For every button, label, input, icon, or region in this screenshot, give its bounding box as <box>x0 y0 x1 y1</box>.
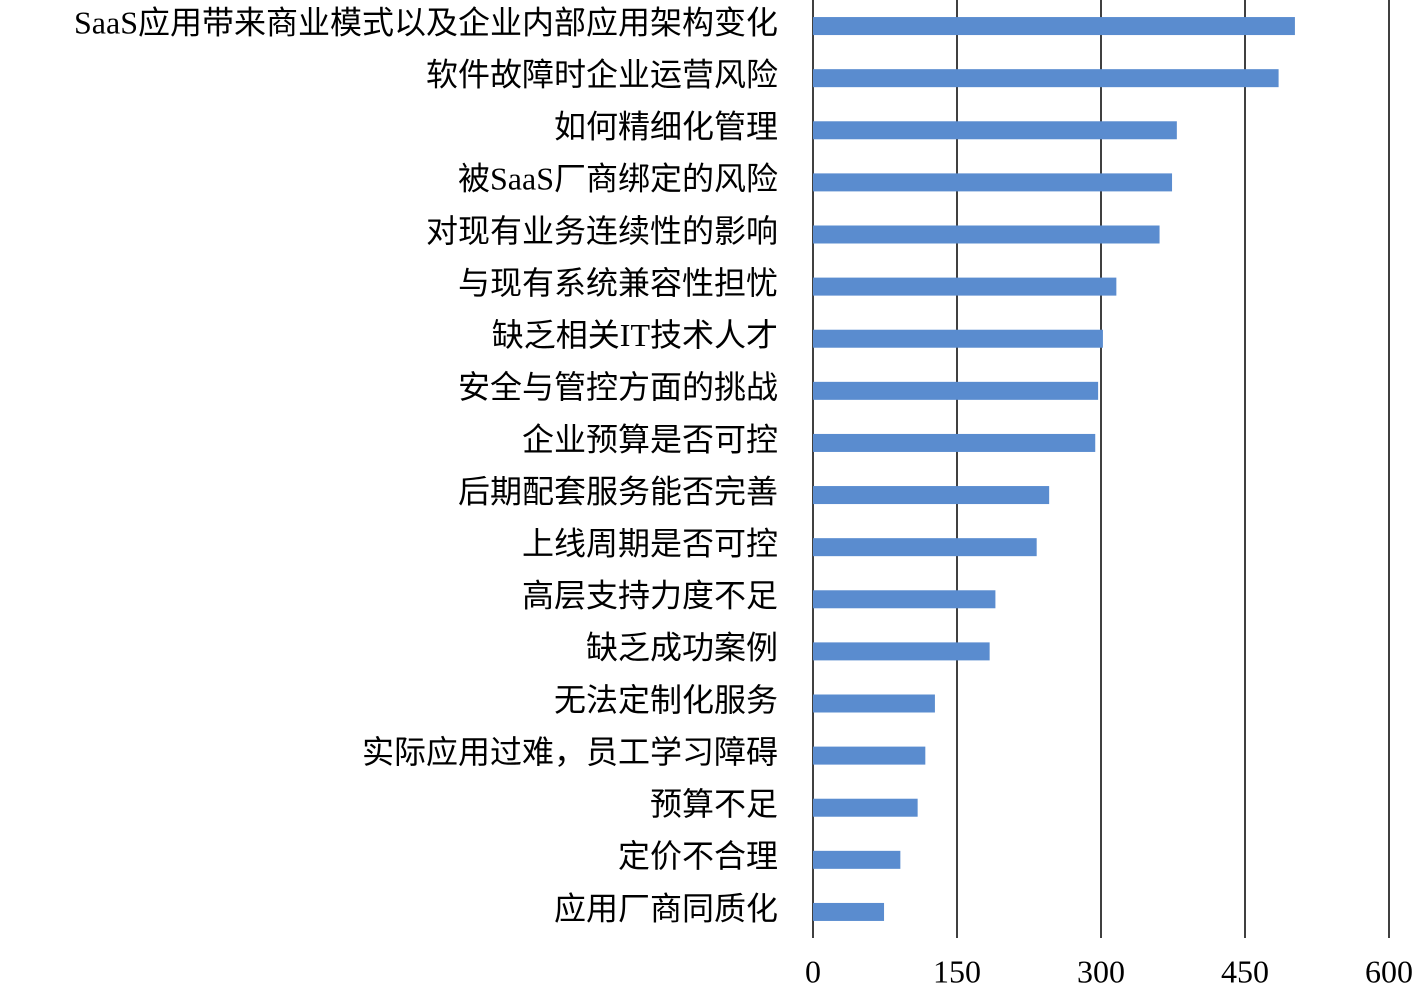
x-tick-label: 300 <box>1077 953 1125 989</box>
bar <box>813 538 1037 557</box>
y-tick-label: 应用厂商同质化 <box>554 890 778 926</box>
y-tick-label: 对现有业务连续性的影响 <box>426 213 778 249</box>
y-tick-label: 被SaaS厂商绑定的风险 <box>458 161 778 197</box>
y-tick-label: 实际应用过难，员工学习障碍 <box>362 734 778 770</box>
bar <box>813 746 926 765</box>
bar <box>813 590 996 609</box>
y-tick-label: 定价不合理 <box>618 838 778 874</box>
x-tick-label: 150 <box>933 953 981 989</box>
y-tick-label: 与现有系统兼容性担忧 <box>458 265 778 301</box>
y-tick-label: SaaS应用带来商业模式以及企业内部应用架构变化 <box>74 4 778 40</box>
bar <box>813 17 1295 36</box>
bar <box>813 694 935 713</box>
y-tick-label: 上线周期是否可控 <box>522 526 778 562</box>
y-tick-label: 缺乏成功案例 <box>586 630 778 666</box>
y-tick-label: 如何精细化管理 <box>554 109 778 145</box>
bar <box>813 850 901 869</box>
y-tick-label: 软件故障时企业运营风险 <box>426 57 778 93</box>
y-tick-label: 预算不足 <box>650 786 778 822</box>
bar <box>813 225 1160 244</box>
y-tick-label: 缺乏相关IT技术人才 <box>492 317 778 353</box>
bar <box>813 69 1279 88</box>
y-tick-label: 企业预算是否可控 <box>522 421 778 457</box>
bar <box>813 642 990 661</box>
x-tick-label: 0 <box>805 953 821 989</box>
bar <box>813 433 1096 452</box>
y-tick-label: 高层支持力度不足 <box>522 578 778 614</box>
bar <box>813 798 918 817</box>
bar <box>813 121 1177 140</box>
y-tick-label: 安全与管控方面的挑战 <box>458 369 778 405</box>
bar <box>813 486 1050 505</box>
bar <box>813 381 1099 400</box>
bar <box>813 173 1173 192</box>
bar <box>813 329 1103 348</box>
x-tick-label: 600 <box>1365 953 1413 989</box>
bar <box>813 902 885 921</box>
x-tick-label: 450 <box>1221 953 1269 989</box>
y-tick-label: 后期配套服务能否完善 <box>458 473 778 509</box>
y-tick-label: 无法定制化服务 <box>554 682 778 718</box>
bar <box>813 277 1117 296</box>
